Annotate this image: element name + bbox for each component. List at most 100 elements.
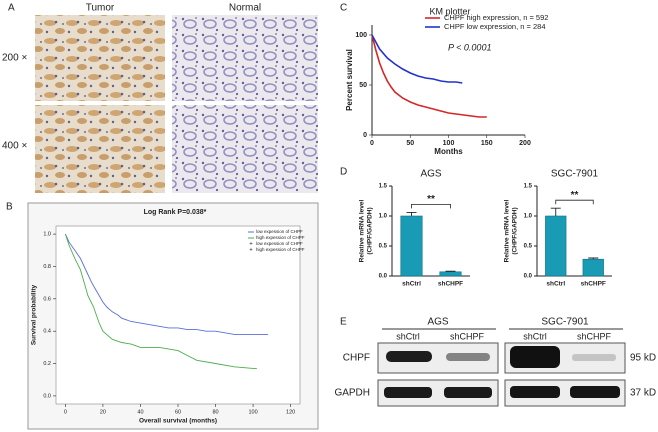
chart-title: AGS bbox=[420, 169, 441, 180]
row-title: 400 × bbox=[2, 141, 27, 152]
protein-label: GAPDH bbox=[334, 388, 370, 399]
y-tick-label: 0.0 bbox=[524, 274, 533, 280]
size-label: 37 kD bbox=[630, 388, 656, 399]
ihc-image bbox=[172, 15, 318, 101]
lane-label: shCHPF bbox=[577, 331, 612, 341]
y-tick-label: 100 bbox=[355, 32, 367, 39]
ihc-image bbox=[35, 105, 165, 193]
y-tick-label: 1.0 bbox=[43, 232, 51, 238]
error-bar bbox=[550, 207, 561, 216]
band bbox=[384, 387, 432, 398]
y-tick-label: 1.0 bbox=[379, 214, 388, 220]
annotation: ** bbox=[571, 190, 579, 201]
panel-label: C bbox=[340, 3, 347, 14]
lane-label: shCtrl bbox=[396, 331, 420, 341]
significance-bracket bbox=[555, 199, 594, 205]
x-tick-label: 50 bbox=[406, 140, 414, 147]
x-axis-label: Overall survival (months) bbox=[139, 418, 217, 425]
column-title: Normal bbox=[229, 3, 261, 14]
x-tick-label: shCHPF bbox=[581, 281, 606, 288]
x-tick-label: 20 bbox=[100, 409, 106, 415]
x-tick-label: 40 bbox=[137, 409, 143, 415]
protein-label: CHPF bbox=[343, 353, 370, 364]
chart-title: KM plotter bbox=[429, 6, 470, 16]
legend-label: CHPF high expression, n = 592 bbox=[444, 13, 548, 22]
panel-label: B bbox=[6, 202, 13, 213]
panel-label: E bbox=[340, 317, 347, 328]
chart-title: Log Rank P=0.038* bbox=[144, 209, 207, 216]
group-label: SGC-7901 bbox=[541, 317, 589, 328]
bar bbox=[400, 215, 423, 277]
plot-area bbox=[55, 225, 301, 405]
x-tick-label: 200 bbox=[519, 140, 531, 147]
chart-title: SGC-7901 bbox=[551, 169, 599, 180]
legend-symbol: + bbox=[249, 248, 253, 254]
legend-label: high expession of CHPF bbox=[256, 247, 305, 252]
y-tick-label: 0.8 bbox=[43, 264, 51, 270]
x-axis-label: Months bbox=[434, 147, 463, 156]
x-tick-label: 0 bbox=[64, 409, 67, 415]
bar bbox=[439, 271, 462, 277]
y-tick-label: 1.0 bbox=[524, 214, 533, 220]
y-tick-label: 0 bbox=[363, 132, 367, 139]
ihc-image bbox=[172, 105, 318, 193]
error-bar bbox=[406, 211, 417, 216]
band bbox=[386, 351, 432, 362]
y-axis-label: Relative mRNA level bbox=[504, 199, 511, 262]
y-tick-label: 0.0 bbox=[43, 393, 51, 399]
y-axis-label: (CHPF/GAPDH) bbox=[367, 207, 374, 254]
y-axis-label: (CHPF/GAPDH) bbox=[512, 207, 519, 254]
panel-label: A bbox=[8, 3, 15, 14]
y-axis-label: Percent survival bbox=[345, 49, 354, 111]
bar bbox=[545, 215, 567, 277]
survival-curve bbox=[64, 233, 269, 335]
legend-symbol: + bbox=[249, 242, 253, 248]
group-label: AGS bbox=[427, 317, 448, 328]
annotation: P < 0.0001 bbox=[448, 42, 491, 52]
band bbox=[444, 387, 492, 398]
y-tick-label: 0.5 bbox=[379, 244, 388, 250]
x-tick-label: 80 bbox=[212, 409, 218, 415]
western-blot: AGS SGC-7901 shCtrl shCHPF shCtrl shCHPF… bbox=[334, 317, 656, 407]
lane-label: shCHPF bbox=[450, 331, 485, 341]
ihc-image bbox=[35, 15, 165, 101]
y-tick-label: 0.5 bbox=[524, 244, 533, 250]
y-tick-label: 0.2 bbox=[43, 361, 51, 367]
band bbox=[510, 346, 560, 368]
band bbox=[570, 386, 620, 398]
size-label: 95 kD bbox=[630, 353, 656, 364]
error-bar bbox=[445, 270, 456, 272]
survival-curve bbox=[371, 34, 487, 118]
x-tick-label: shCtrl bbox=[546, 281, 565, 288]
survival-curve bbox=[64, 233, 257, 369]
x-tick-label: 120 bbox=[286, 409, 295, 415]
survival-curve bbox=[371, 34, 463, 84]
column-title: Tumor bbox=[86, 3, 115, 14]
lane-label: shCtrl bbox=[523, 331, 547, 341]
x-tick-label: 150 bbox=[481, 140, 493, 147]
y-tick-label: 1.5 bbox=[379, 184, 388, 190]
x-tick-label: 100 bbox=[443, 140, 455, 147]
y-tick-label: 0.0 bbox=[379, 274, 388, 280]
y-tick-label: 0.4 bbox=[43, 329, 51, 335]
error-bar bbox=[588, 257, 599, 260]
x-tick-label: 0 bbox=[370, 140, 374, 147]
panel-label: D bbox=[340, 167, 347, 178]
y-axis-label: Survival probability bbox=[31, 284, 38, 345]
band bbox=[510, 386, 560, 398]
significance-bracket bbox=[411, 204, 451, 209]
bar bbox=[582, 258, 604, 277]
legend-label: low expession of CHPF bbox=[256, 241, 303, 246]
x-tick-label: 100 bbox=[248, 409, 257, 415]
x-tick-label: shCHPF bbox=[438, 281, 463, 288]
x-tick-label: 60 bbox=[175, 409, 181, 415]
annotation: ** bbox=[427, 194, 435, 205]
y-tick-label: 0.6 bbox=[43, 296, 51, 302]
legend-label: high expession of CHPF bbox=[256, 235, 305, 240]
row-title: 200 × bbox=[2, 53, 27, 64]
y-axis-label: Relative mRNA level bbox=[359, 199, 366, 262]
band bbox=[446, 353, 490, 361]
band bbox=[572, 354, 616, 361]
legend-label: low expession of CHPF bbox=[256, 229, 303, 234]
